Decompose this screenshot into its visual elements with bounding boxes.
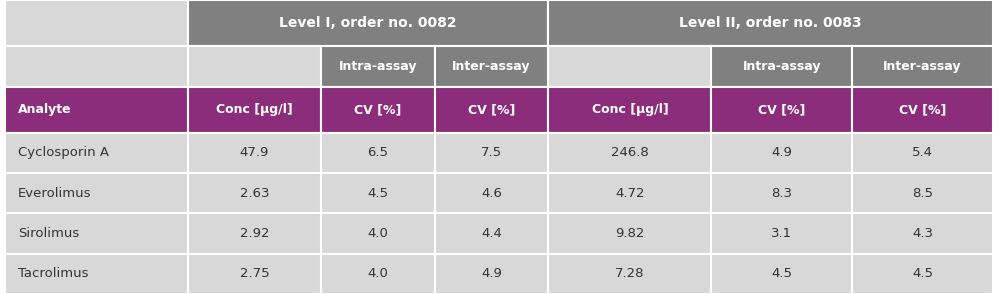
Bar bbox=[435, 213, 548, 254]
Bar bbox=[5, 213, 188, 254]
Bar bbox=[711, 213, 852, 254]
Bar bbox=[5, 133, 188, 173]
Bar bbox=[188, 87, 321, 133]
Text: 4.0: 4.0 bbox=[368, 267, 388, 280]
Text: 47.9: 47.9 bbox=[240, 146, 269, 159]
Bar bbox=[548, 87, 711, 133]
Bar bbox=[852, 173, 993, 213]
Bar bbox=[188, 0, 548, 46]
Text: 4.6: 4.6 bbox=[481, 187, 502, 200]
Text: 4.0: 4.0 bbox=[368, 227, 388, 240]
Bar bbox=[5, 87, 188, 133]
Text: 4.9: 4.9 bbox=[481, 267, 502, 280]
Bar bbox=[188, 173, 321, 213]
Text: Inter-assay: Inter-assay bbox=[883, 60, 962, 73]
Text: 2.63: 2.63 bbox=[240, 187, 269, 200]
Bar bbox=[321, 133, 435, 173]
Bar bbox=[188, 133, 321, 173]
Text: 8.5: 8.5 bbox=[912, 187, 933, 200]
Bar bbox=[852, 254, 993, 294]
Text: 2.92: 2.92 bbox=[240, 227, 269, 240]
Bar bbox=[548, 213, 711, 254]
Bar bbox=[852, 213, 993, 254]
Text: Everolimus: Everolimus bbox=[18, 187, 92, 200]
Text: 4.5: 4.5 bbox=[367, 187, 388, 200]
Text: Level II, order no. 0083: Level II, order no. 0083 bbox=[679, 16, 862, 30]
Text: 4.5: 4.5 bbox=[771, 267, 792, 280]
Bar bbox=[321, 173, 435, 213]
Bar bbox=[5, 173, 188, 213]
Bar bbox=[5, 46, 188, 87]
Text: 7.5: 7.5 bbox=[481, 146, 502, 159]
Bar bbox=[188, 254, 321, 294]
Text: Level I, order no. 0082: Level I, order no. 0082 bbox=[279, 16, 457, 30]
Text: 4.9: 4.9 bbox=[771, 146, 792, 159]
Bar bbox=[711, 46, 852, 87]
Text: CV [%]: CV [%] bbox=[468, 103, 515, 116]
Text: Intra-assay: Intra-assay bbox=[339, 60, 417, 73]
Text: Inter-assay: Inter-assay bbox=[452, 60, 531, 73]
Text: 8.3: 8.3 bbox=[771, 187, 792, 200]
Bar bbox=[852, 87, 993, 133]
Text: Cyclosporin A: Cyclosporin A bbox=[18, 146, 109, 159]
Bar bbox=[711, 173, 852, 213]
Bar bbox=[548, 46, 711, 87]
Bar bbox=[321, 46, 435, 87]
Text: CV [%]: CV [%] bbox=[899, 103, 946, 116]
Bar bbox=[435, 133, 548, 173]
Bar bbox=[435, 87, 548, 133]
Bar bbox=[435, 254, 548, 294]
Text: 6.5: 6.5 bbox=[367, 146, 388, 159]
Text: 5.4: 5.4 bbox=[912, 146, 933, 159]
Bar bbox=[435, 173, 548, 213]
Text: Sirolimus: Sirolimus bbox=[18, 227, 79, 240]
Bar bbox=[548, 254, 711, 294]
Text: Analyte: Analyte bbox=[18, 103, 72, 116]
Bar bbox=[548, 133, 711, 173]
Bar bbox=[435, 46, 548, 87]
Bar bbox=[711, 133, 852, 173]
Bar bbox=[852, 133, 993, 173]
Bar bbox=[188, 46, 321, 87]
Text: Conc [µg/l]: Conc [µg/l] bbox=[216, 103, 293, 116]
Text: 2.75: 2.75 bbox=[240, 267, 269, 280]
Text: CV [%]: CV [%] bbox=[354, 103, 402, 116]
Bar bbox=[548, 173, 711, 213]
Text: 246.8: 246.8 bbox=[611, 146, 649, 159]
Bar bbox=[321, 87, 435, 133]
Bar bbox=[548, 0, 993, 46]
Text: CV [%]: CV [%] bbox=[758, 103, 806, 116]
Bar bbox=[852, 46, 993, 87]
Bar bbox=[188, 213, 321, 254]
Text: 4.5: 4.5 bbox=[912, 267, 933, 280]
Text: 4.72: 4.72 bbox=[615, 187, 645, 200]
Text: 9.82: 9.82 bbox=[615, 227, 645, 240]
Text: 3.1: 3.1 bbox=[771, 227, 792, 240]
Text: Conc [µg/l]: Conc [µg/l] bbox=[592, 103, 668, 116]
Bar bbox=[321, 254, 435, 294]
Bar bbox=[5, 0, 188, 46]
Bar bbox=[711, 87, 852, 133]
Text: 4.3: 4.3 bbox=[912, 227, 933, 240]
Bar bbox=[548, 0, 711, 46]
Text: Tacrolimus: Tacrolimus bbox=[18, 267, 88, 280]
Bar bbox=[5, 254, 188, 294]
Text: Intra-assay: Intra-assay bbox=[743, 60, 821, 73]
Text: 4.4: 4.4 bbox=[481, 227, 502, 240]
Bar bbox=[321, 213, 435, 254]
Text: 7.28: 7.28 bbox=[615, 267, 645, 280]
Bar bbox=[711, 254, 852, 294]
